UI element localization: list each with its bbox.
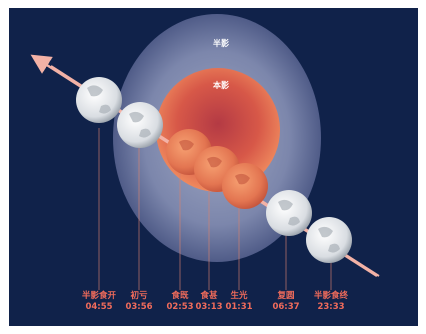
event-time: 23:33 xyxy=(317,302,345,312)
event-time: 01:31 xyxy=(225,302,253,312)
event-name: 食既 xyxy=(171,291,189,301)
event-time: 03:56 xyxy=(125,302,153,312)
event-label-first-contact: 初亏 03:56 xyxy=(117,291,161,313)
event-label-last-contact: 复圆 06:37 xyxy=(264,291,308,313)
event-time: 04:55 xyxy=(85,302,113,312)
leader-lines xyxy=(98,128,332,290)
moon-first-contact xyxy=(117,102,163,148)
moon-positions xyxy=(76,77,352,263)
event-label-totality-end: 生光 01:31 xyxy=(217,291,261,313)
event-time: 06:37 xyxy=(272,302,300,312)
moon-totality-end xyxy=(222,163,268,209)
eclipse-diagram xyxy=(30,14,380,290)
event-name: 生光 xyxy=(230,291,248,301)
event-name: 初亏 xyxy=(130,291,148,301)
umbra-label: 本影 xyxy=(213,81,229,90)
moon-last-contact xyxy=(266,190,312,236)
event-name: 半影食开 xyxy=(81,291,116,301)
event-label-penumbral-end: 半影食终 23:33 xyxy=(309,291,353,313)
event-name: 半影食终 xyxy=(313,291,348,301)
moon-penumbral-end xyxy=(306,217,352,263)
moon-penumbral-start xyxy=(76,77,122,123)
event-label-maximum: 食甚 03:13 xyxy=(187,291,231,313)
event-label-penumbral-start: 半影食开 04:55 xyxy=(77,291,121,313)
event-name: 食甚 xyxy=(200,291,218,301)
event-time: 02:53 xyxy=(166,302,194,312)
penumbra-label: 半影 xyxy=(213,39,229,48)
event-name: 复圆 xyxy=(277,291,295,301)
diagram-frame: 半影 本影 半影食开 04:55 初亏 03:56 食既 02:53 食甚 03… xyxy=(9,8,418,326)
event-time: 03:13 xyxy=(195,302,223,312)
event-label-totality-start: 食既 02:53 xyxy=(158,291,202,313)
